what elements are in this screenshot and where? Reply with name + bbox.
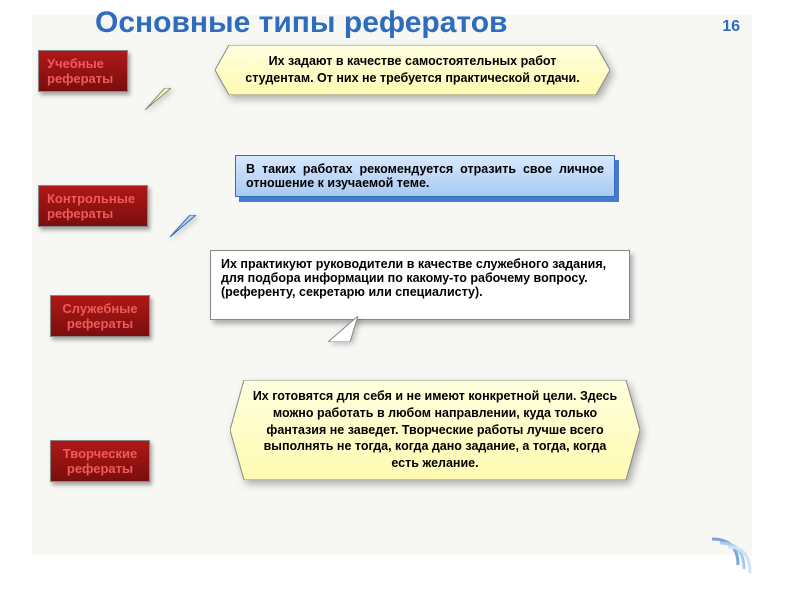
category-box-1: Контрольные рефераты [38,185,148,227]
page-number: 16 [722,18,740,36]
page-title: Основные типы рефератов [95,6,508,40]
category-box-2: Служебные рефераты [50,295,150,337]
desc-box-2: Их практикуют руководители в качестве сл… [210,250,630,320]
desc-box-1: В таких работах рекомендуется отразить с… [235,155,615,197]
callout-pointer-0 [145,88,171,115]
callout-pointer-2 [328,316,358,347]
desc-box-0: Их задают в качестве самостоятельных раб… [215,45,610,95]
corner-decoration-icon [710,535,760,575]
callout-pointer-1 [170,215,196,242]
category-box-3: Творческие рефераты [50,440,150,482]
category-box-0: Учебные рефераты [38,50,128,92]
desc-text-0: Их задают в качестве самостоятельных раб… [229,45,596,95]
desc-text-3: Их готовятся для себя и не имеют конкрет… [244,380,626,480]
desc-box-3: Их готовятся для себя и не имеют конкрет… [230,380,640,480]
